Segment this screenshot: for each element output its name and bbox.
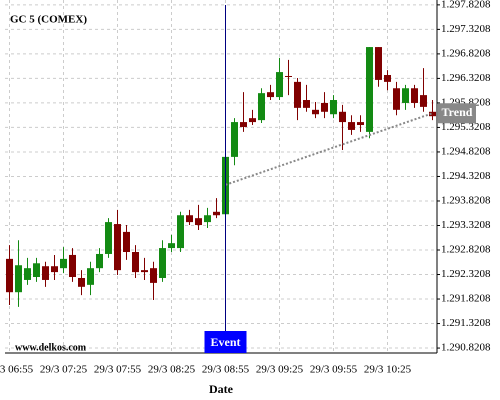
- candle-body: [6, 258, 13, 293]
- candle-body: [42, 266, 49, 280]
- candle-body: [141, 270, 148, 273]
- candle-body: [276, 72, 283, 98]
- candle-body: [69, 254, 76, 278]
- candle-body: [312, 109, 319, 115]
- candle-body: [321, 102, 328, 112]
- candle-body: [348, 122, 355, 130]
- candle-body: [177, 215, 184, 249]
- candle-body: [339, 111, 346, 123]
- x-axis-label: Date: [209, 382, 234, 396]
- candle-body: [384, 75, 391, 82]
- watermark: www.delkos.com: [15, 342, 87, 353]
- y-tick-label: 1.291.8208: [441, 293, 491, 305]
- candle-body: [87, 268, 94, 285]
- y-tick-label: 1.296.8208: [441, 47, 491, 59]
- candle-body: [24, 268, 31, 280]
- candle-body: [195, 218, 202, 226]
- candle-body: [15, 265, 22, 293]
- candle-body: [168, 243, 175, 249]
- x-tick-label: 29/3 06:55: [0, 364, 34, 376]
- candle-body: [213, 211, 220, 216]
- candle-body: [159, 248, 166, 278]
- candle-body: [267, 92, 274, 98]
- y-tick-label: 1.291.3208: [441, 317, 491, 329]
- candle-body: [330, 100, 337, 115]
- y-tick-label: 1.293.8208: [441, 195, 491, 207]
- trend-label: Trend: [442, 105, 473, 119]
- x-tick-label: 29/3 09:25: [256, 364, 304, 376]
- x-tick-label: 29/3 07:25: [40, 364, 88, 376]
- chart-title: GC 5 (COMEX): [10, 14, 87, 26]
- x-tick-label: 29/3 08:25: [148, 364, 196, 376]
- event-box: [204, 331, 247, 353]
- candle-body: [366, 47, 373, 132]
- trend-box: [438, 103, 476, 124]
- x-tick-label: 29/3 07:55: [94, 364, 142, 376]
- candle-body: [204, 215, 211, 223]
- event-label: Event: [211, 335, 241, 349]
- candle-body: [402, 88, 409, 103]
- y-tick-label: 1.293.3208: [441, 219, 491, 231]
- y-tick-label: 1.292.3208: [441, 268, 491, 280]
- candle-body: [105, 222, 112, 254]
- candle-body: [294, 81, 301, 108]
- trend-line: [225, 112, 433, 186]
- y-tick-label: 1.295.3208: [441, 121, 491, 133]
- y-tick-label: 1.297.8208: [441, 0, 491, 10]
- candle-body: [96, 253, 103, 269]
- candle-body: [375, 47, 382, 80]
- y-tick-label: 1.297.3208: [441, 23, 491, 35]
- x-tick-label: 29/3 10:25: [364, 364, 412, 376]
- candle-body: [285, 75, 292, 77]
- candle-body: [123, 231, 130, 253]
- candle-body: [60, 258, 67, 269]
- x-tick-label: 29/3 09:55: [310, 364, 358, 376]
- x-tick-label: 29/3 08:55: [202, 364, 250, 376]
- candle-body: [51, 266, 58, 273]
- candle-body: [420, 95, 427, 107]
- candle-body: [249, 118, 256, 123]
- candle-body: [429, 111, 436, 117]
- candle-body: [231, 122, 238, 157]
- y-tick-label: 1.294.3208: [441, 170, 491, 182]
- candle-body: [357, 122, 364, 126]
- candle-body: [186, 215, 193, 223]
- candle-body: [258, 93, 265, 121]
- candle-body: [240, 122, 247, 127]
- candle-body: [393, 88, 400, 110]
- candle-body: [78, 277, 85, 287]
- y-tick-label: 1.296.3208: [441, 72, 491, 84]
- candle-body: [132, 252, 139, 273]
- candle-body: [150, 268, 157, 283]
- candle-body: [114, 224, 121, 271]
- y-tick-label: 1.294.8208: [441, 145, 491, 157]
- y-tick-label: 1.290.8208: [441, 342, 491, 354]
- candle-body: [33, 263, 40, 278]
- y-tick-label: 1.292.8208: [441, 244, 491, 256]
- candle-body: [411, 88, 418, 103]
- candle-body: [303, 100, 310, 108]
